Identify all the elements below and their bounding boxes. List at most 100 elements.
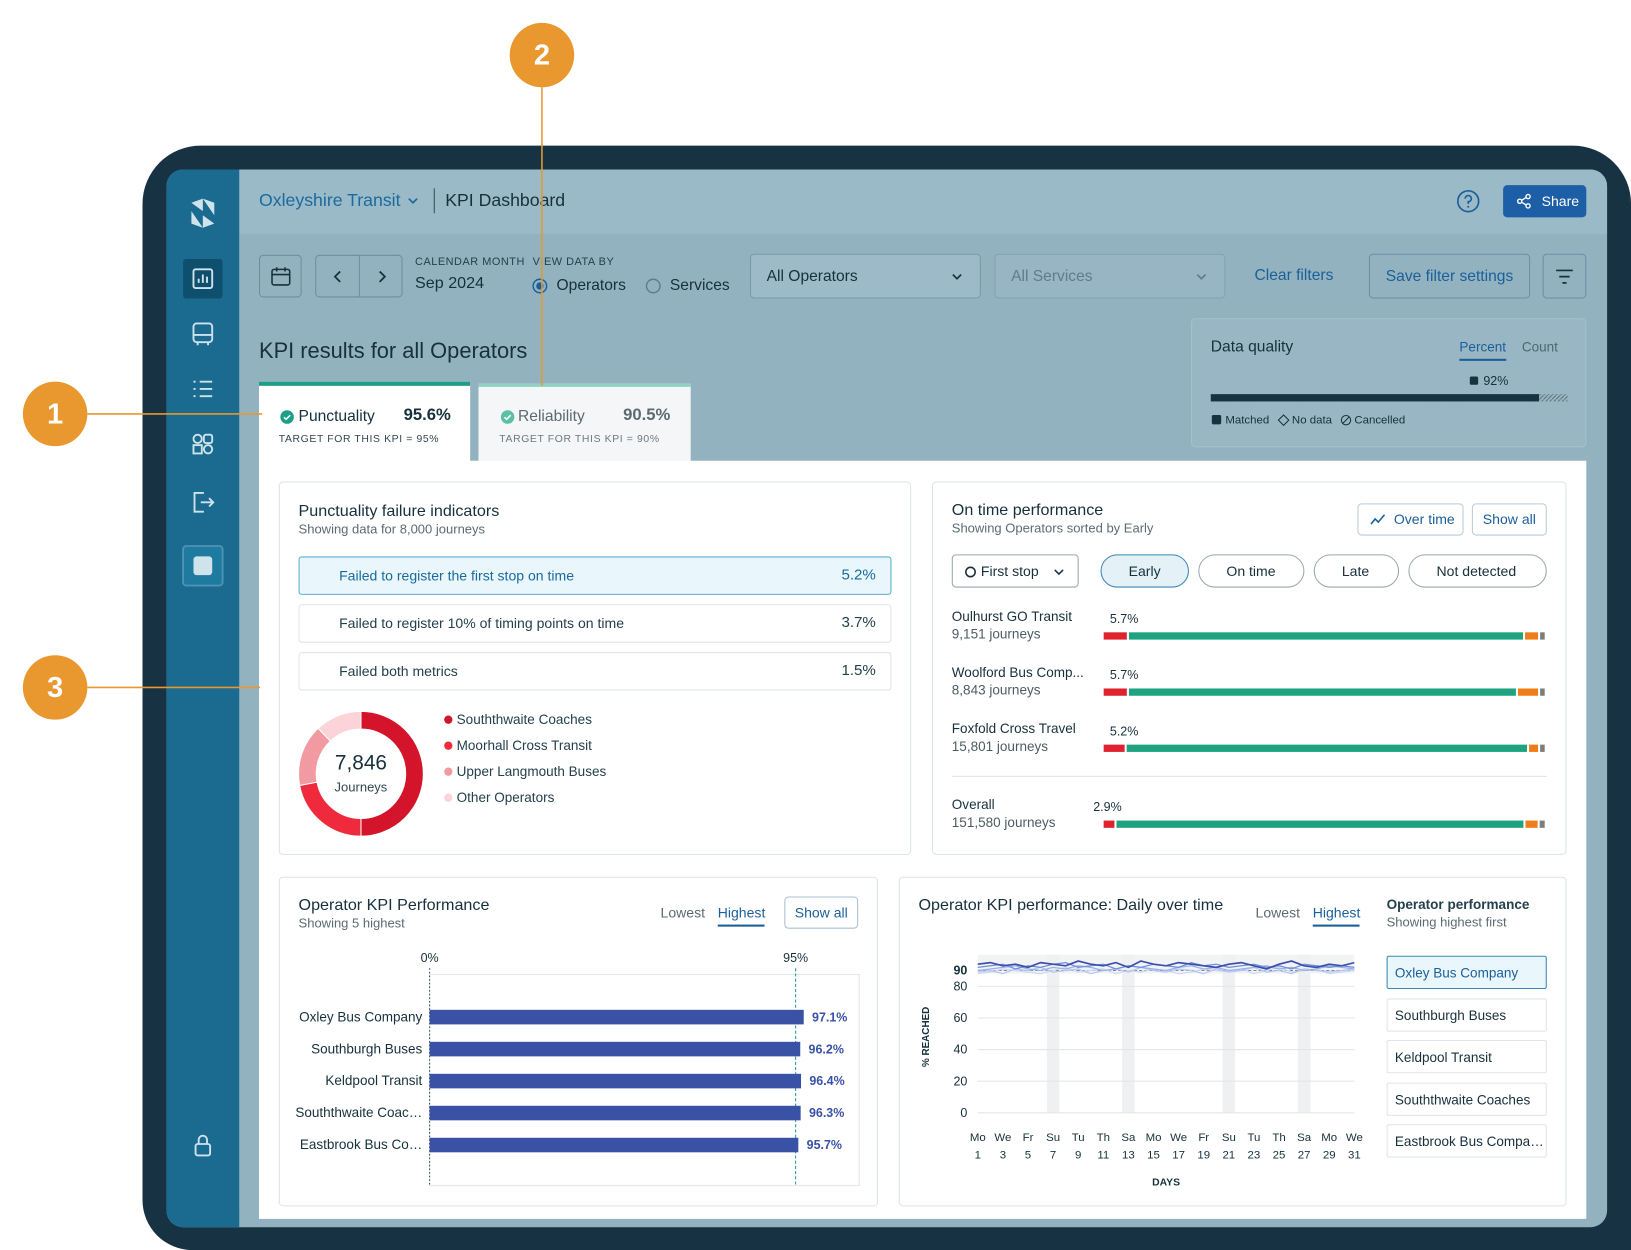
nav-bus[interactable] (192, 322, 214, 344)
operator-name: Foxfold Cross Travel (951, 720, 1076, 737)
save-filters-button[interactable]: Save filter settings (1368, 253, 1531, 299)
journeys: 8,843 journeys (951, 682, 1041, 698)
legend-label: Matched (1225, 413, 1270, 427)
chip-label: Late (1341, 563, 1370, 580)
radio-operators[interactable] (532, 278, 549, 295)
dropdown-value: All Services (1011, 267, 1093, 285)
operator-name: Woolford Bus Comp... (951, 664, 1084, 681)
panel-subtitle: Showing 5 highest (298, 916, 405, 931)
operator-option-label: Eastbrook Bus Compa… (1394, 1133, 1544, 1150)
operator-option[interactable]: Southburgh Buses (1386, 997, 1547, 1032)
data-quality-title: Data quality (1210, 338, 1294, 356)
indicator-text: Failed to register the first stop on tim… (339, 567, 575, 584)
help-button[interactable] (1456, 189, 1480, 213)
journeys: 9,151 journeys (951, 626, 1041, 642)
indicator-row[interactable]: Failed to register the first stop on tim… (298, 556, 892, 595)
callout: 3 (22, 655, 88, 720)
filter-chip[interactable]: Not detected (1408, 554, 1547, 588)
share-label: Share (1541, 193, 1580, 210)
on-time-panel (932, 481, 1567, 855)
operator-name: Overall (951, 796, 995, 813)
chip-label: Not detected (1436, 563, 1517, 580)
panel-title: On time performance (951, 501, 1104, 519)
donut-total: 7,846 (334, 751, 387, 775)
side-title: Operator performance (1386, 896, 1530, 913)
calendar-button[interactable] (259, 254, 302, 298)
indicator-row[interactable]: Failed both metrics 1.5% (298, 652, 892, 691)
radio-label: Operators (556, 276, 626, 295)
stop-filter[interactable]: First stop (951, 554, 1079, 588)
callout-number: 3 (47, 670, 64, 704)
journeys: 151,580 journeys (951, 814, 1056, 830)
tab[interactable]: Count (1521, 339, 1558, 355)
legend-label: Cancelled (1354, 413, 1406, 427)
share-button[interactable]: Share (1503, 185, 1587, 218)
operator-name: Oulhurst GO Transit (951, 608, 1073, 624)
stop-filter-value: First stop (980, 563, 1039, 580)
operator-option-label: Oxley Bus Company (1394, 965, 1519, 981)
show-all-button[interactable]: Show all (784, 896, 859, 929)
dropdown-value: All Operators (766, 267, 858, 285)
tab[interactable]: Highest (1312, 904, 1361, 921)
callout-number: 1 (47, 397, 64, 430)
tab[interactable]: Highest (717, 904, 766, 921)
operator-option-label: Souththwaite Coaches (1394, 1091, 1531, 1108)
operators-dropdown[interactable]: All Operators (749, 253, 981, 299)
operator-option[interactable]: Keldpool Transit (1386, 1040, 1547, 1074)
share-icon (1516, 193, 1531, 209)
button-label: Show all (794, 904, 848, 921)
tab-underline (1312, 924, 1360, 927)
chip-label: On time (1226, 563, 1276, 580)
matched-label: 92% (1483, 373, 1509, 388)
indicator-row[interactable]: Failed to register 10% of timing points … (298, 604, 892, 643)
kpi-name: Reliability (518, 407, 585, 426)
month-stepper (315, 254, 403, 298)
operator-option[interactable]: Oxley Bus Company (1386, 955, 1547, 990)
panel-title: Operator KPI performance: Daily over tim… (918, 896, 1224, 915)
operator-option[interactable]: Souththwaite Coaches (1386, 1082, 1547, 1116)
sidebar-icons (182, 198, 224, 1157)
clear-filters[interactable]: Clear filters (1254, 266, 1334, 284)
kpi-target: TARGET FOR THIS KPI = 90% (499, 433, 660, 446)
legend-label: Upper Langmouth Buses (456, 763, 607, 779)
panel-subtitle: Showing data for 8,000 journeys (298, 522, 486, 537)
legend-label: Souththwaite Coaches (456, 711, 592, 727)
journeys: 15,801 journeys (951, 738, 1049, 754)
kpi-tab-active[interactable]: Punctuality 95.6% TARGET FOR THIS KPI = … (259, 381, 471, 462)
operator-option[interactable]: Eastbrook Bus Compa… (1386, 1124, 1547, 1158)
over-time-button[interactable]: Over time (1357, 503, 1464, 536)
kpi-value: 90.5% (623, 406, 671, 425)
filter-chip[interactable]: Early (1100, 554, 1189, 588)
tab-underline (1459, 358, 1507, 361)
tab[interactable]: Lowest (660, 904, 706, 921)
organisation-selector[interactable]: Oxleyshire Transit (259, 190, 401, 211)
indicator-text: Failed both metrics (339, 663, 458, 680)
section-title: KPI results for all Operators (259, 339, 528, 363)
tab[interactable]: Lowest (1255, 904, 1301, 921)
side-subtitle: Showing highest first (1386, 915, 1507, 930)
next-month[interactable] (374, 269, 389, 284)
kpi-value: 95.6% (403, 406, 451, 425)
callout: 2 (509, 22, 575, 88)
services-dropdown[interactable]: All Services (994, 253, 1226, 299)
filter-menu-button[interactable] (1542, 253, 1587, 299)
tab[interactable]: Percent (1459, 339, 1507, 355)
month-value: Sep 2024 (415, 274, 485, 293)
kpi-target: TARGET FOR THIS KPI = 95% (278, 433, 440, 446)
radio-services[interactable] (645, 278, 662, 295)
kpi-tab[interactable]: Reliability 90.5% TARGET FOR THIS KPI = … (478, 383, 691, 462)
filter-chip[interactable]: Late (1313, 554, 1400, 588)
nav-list[interactable] (193, 380, 213, 398)
previous-month[interactable] (331, 269, 346, 284)
callout-number: 2 (533, 38, 551, 71)
indicator-value: 5.2% (841, 566, 876, 584)
button-label: Show all (1482, 511, 1536, 528)
filter-chip[interactable]: On time (1198, 554, 1305, 588)
callout: 1 (22, 381, 88, 447)
month-label: CALENDAR MONTH (415, 255, 525, 269)
show-all-button[interactable]: Show all (1471, 503, 1547, 536)
separator (951, 775, 1547, 777)
nav-exit[interactable] (193, 492, 215, 513)
operator-option-label: Southburgh Buses (1394, 1007, 1507, 1023)
